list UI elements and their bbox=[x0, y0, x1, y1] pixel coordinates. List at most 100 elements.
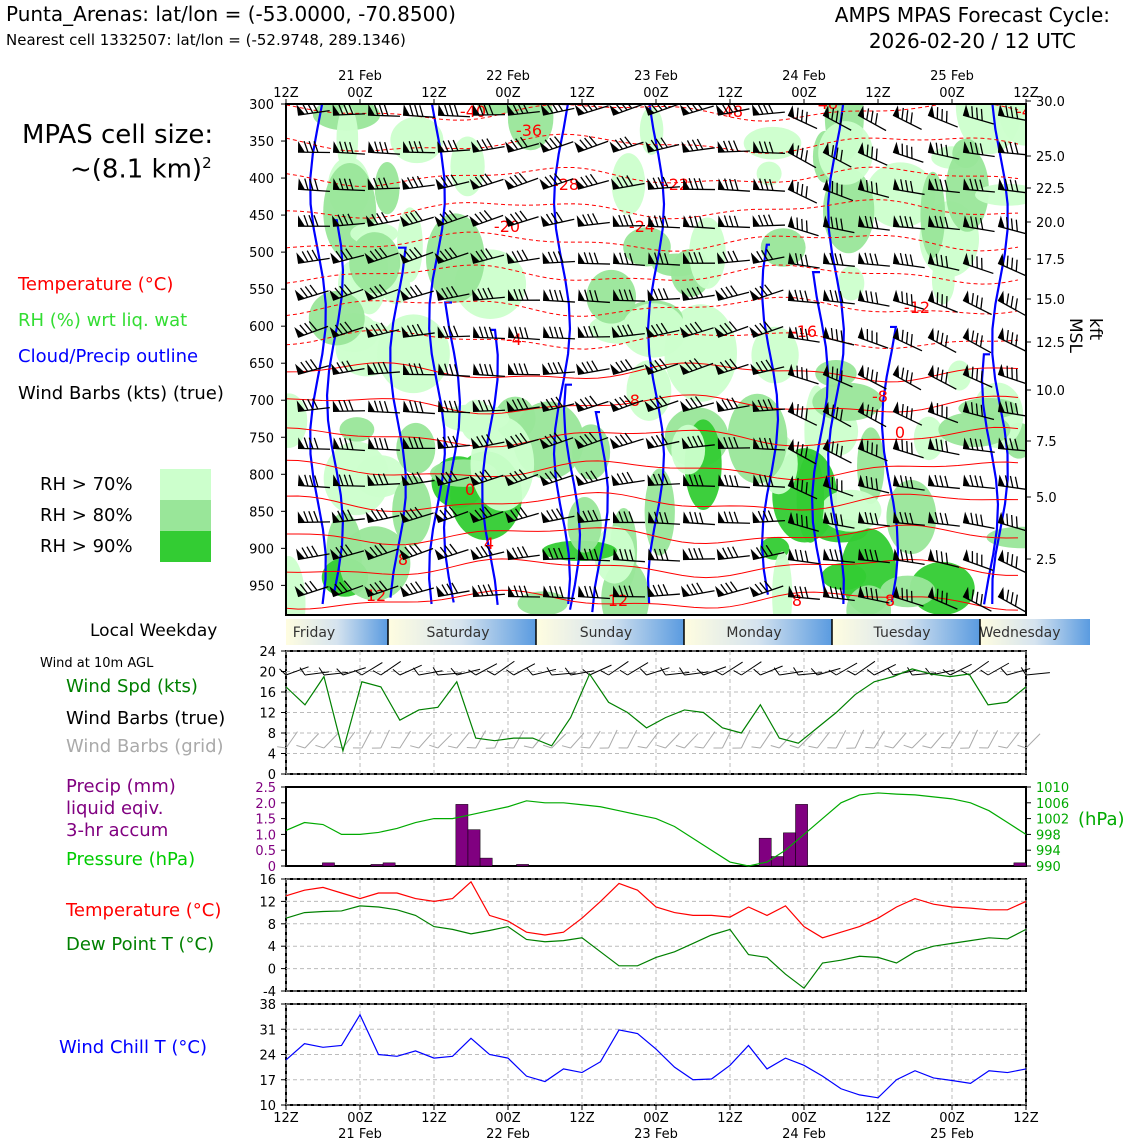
wind-barb bbox=[787, 215, 819, 237]
barb-feather bbox=[869, 253, 874, 265]
barb-feather bbox=[588, 432, 598, 443]
barb-shaft bbox=[997, 188, 1026, 194]
bottom-date-label: 23 Feb bbox=[634, 1127, 678, 1140]
barb-shaft bbox=[551, 733, 567, 749]
barb-flag bbox=[364, 549, 375, 560]
barb-feather bbox=[910, 408, 913, 421]
wind-barb bbox=[717, 474, 750, 489]
barb-flag bbox=[788, 511, 795, 525]
windchill-label: Wind Chill T (°C) bbox=[59, 1037, 207, 1058]
barb-feather bbox=[660, 667, 666, 676]
barb-flag bbox=[576, 363, 585, 375]
wind-barb bbox=[962, 215, 995, 233]
barb-feather bbox=[719, 361, 729, 372]
barb-feather bbox=[728, 321, 738, 331]
barb-shaft bbox=[817, 667, 841, 676]
barb-feather bbox=[580, 746, 590, 749]
surface-barb-grid bbox=[542, 733, 567, 749]
wind-barb bbox=[752, 178, 785, 192]
barb-feather bbox=[723, 511, 729, 523]
barb-shaft bbox=[402, 512, 434, 524]
barb-flag bbox=[823, 475, 830, 488]
barb-flag bbox=[714, 363, 725, 375]
barb-feather bbox=[579, 435, 588, 446]
barb-feather bbox=[730, 104, 739, 112]
barb-feather bbox=[380, 322, 388, 333]
barb-flag bbox=[717, 141, 725, 153]
wind-barb bbox=[612, 585, 646, 598]
barb-flag bbox=[681, 141, 690, 153]
wind-barb bbox=[367, 437, 400, 451]
barb-feather bbox=[561, 745, 571, 749]
barb-flag bbox=[928, 401, 935, 414]
wind-barb bbox=[717, 215, 751, 229]
barb-feather bbox=[940, 369, 944, 382]
barb-feather bbox=[789, 744, 799, 749]
pressure-tick-label: 990 bbox=[1036, 860, 1061, 875]
barb-feather bbox=[546, 667, 553, 676]
barb-flag bbox=[504, 475, 515, 486]
barb-feather bbox=[375, 508, 384, 520]
barb-flag bbox=[750, 363, 760, 375]
barb-feather bbox=[939, 475, 944, 487]
barb-feather bbox=[416, 323, 424, 335]
wind-barb bbox=[365, 322, 400, 338]
barb-flag bbox=[858, 511, 865, 524]
wind-barb bbox=[997, 253, 1026, 277]
barb-feather bbox=[448, 104, 454, 117]
barb-feather bbox=[689, 215, 694, 228]
barb-flag bbox=[823, 401, 830, 415]
barb-feather bbox=[523, 363, 529, 375]
barb-feather bbox=[796, 181, 799, 194]
wind-barb bbox=[752, 398, 785, 412]
barb-shaft bbox=[752, 326, 784, 338]
wind-barb bbox=[997, 215, 1026, 236]
barb-shaft bbox=[402, 479, 435, 487]
barb-feather bbox=[654, 511, 659, 524]
wind-barb bbox=[962, 586, 992, 612]
wind-barb bbox=[469, 506, 504, 524]
barb-feather bbox=[909, 254, 914, 267]
barb-feather bbox=[1014, 142, 1019, 155]
barb-shaft bbox=[332, 518, 365, 524]
barb-shaft bbox=[962, 410, 995, 421]
barb-shaft bbox=[456, 668, 481, 676]
barb-flag bbox=[471, 289, 480, 301]
barb-flag bbox=[542, 252, 550, 264]
barb-flag bbox=[928, 104, 935, 118]
wind-barb bbox=[297, 474, 330, 489]
barb-shaft bbox=[927, 151, 960, 160]
barb-feather bbox=[1014, 476, 1019, 489]
barb-feather bbox=[940, 143, 944, 156]
barb-feather bbox=[830, 216, 834, 229]
barb-feather bbox=[585, 175, 593, 186]
barb-feather bbox=[657, 584, 664, 596]
barb-flag bbox=[715, 289, 725, 301]
barb-feather bbox=[760, 545, 769, 557]
barb-feather bbox=[554, 586, 559, 598]
barb-feather bbox=[804, 290, 809, 303]
barb-feather bbox=[901, 403, 904, 416]
wind-barb bbox=[577, 548, 611, 562]
barb-feather bbox=[374, 582, 383, 593]
barb-feather bbox=[429, 744, 438, 749]
barb-shaft bbox=[332, 484, 366, 487]
barb-feather bbox=[901, 143, 904, 156]
barb-flag bbox=[296, 400, 305, 412]
barb-feather bbox=[302, 399, 309, 411]
barb-flag bbox=[928, 511, 935, 524]
barb-feather bbox=[726, 104, 734, 113]
wind-barbs-true-label: Wind Barbs (true) bbox=[66, 708, 226, 729]
wind-barb bbox=[857, 585, 890, 604]
wind-barb bbox=[437, 363, 470, 377]
pressure-tick-label: 998 bbox=[1036, 828, 1061, 843]
barb-feather bbox=[839, 409, 843, 422]
barb-feather bbox=[657, 473, 664, 485]
barb-feather bbox=[696, 138, 704, 150]
barb-feather bbox=[723, 437, 729, 449]
barb-feather bbox=[299, 287, 309, 298]
wind-barb bbox=[892, 178, 925, 196]
barb-feather bbox=[866, 669, 875, 676]
barb-shaft bbox=[304, 733, 320, 749]
barb-feather bbox=[550, 397, 559, 409]
